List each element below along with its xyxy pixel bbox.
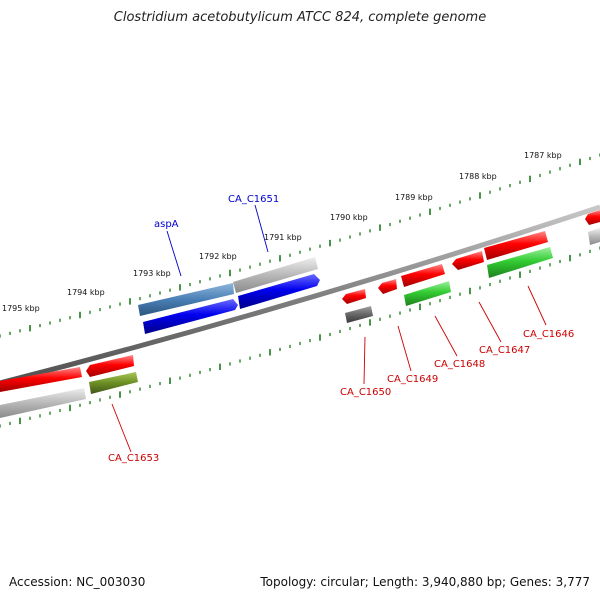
gene-CA_C1650[interactable] bbox=[345, 306, 373, 323]
gene-CA_C1650-upper[interactable] bbox=[342, 289, 366, 304]
ruler-label: 1794 kbp bbox=[67, 288, 105, 297]
gene-feature[interactable] bbox=[401, 264, 445, 287]
map-title: Clostridium acetobutylicum ATCC 824, com… bbox=[113, 10, 487, 25]
gene-feature[interactable] bbox=[0, 388, 86, 418]
gene-CA_C1651[interactable] bbox=[233, 257, 318, 293]
gene-feature[interactable] bbox=[0, 367, 82, 392]
gene-feature[interactable] bbox=[588, 228, 600, 245]
ruler-labels: 1795 kbp 1794 kbp 1793 kbp 1792 kbp 1791… bbox=[2, 151, 562, 313]
gene-label-aspA[interactable]: aspA bbox=[154, 219, 179, 230]
leader-line bbox=[434, 315, 458, 357]
ruler-label: 1793 kbp bbox=[133, 269, 171, 278]
ruler-label: 1792 kbp bbox=[199, 252, 237, 261]
ruler-label: 1788 kbp bbox=[459, 172, 497, 181]
leader-line bbox=[478, 301, 502, 343]
ruler-label: 1787 kbp bbox=[524, 151, 562, 160]
ruler-label: 1791 kbp bbox=[264, 233, 302, 242]
reverse-strand bbox=[0, 228, 600, 418]
gene-labels: aspA CA_C1651 CA_C1653 CA_C1650 CA_C1649… bbox=[108, 194, 574, 464]
gene-feature[interactable] bbox=[238, 274, 320, 309]
genome-backbone bbox=[0, 204, 600, 386]
ruler-label: 1789 kbp bbox=[395, 193, 433, 202]
leader-line bbox=[111, 403, 132, 453]
gene-feature[interactable] bbox=[86, 355, 134, 377]
leader-line bbox=[254, 204, 269, 253]
ruler-label: 1795 kbp bbox=[2, 304, 40, 313]
forward-strand bbox=[0, 210, 600, 392]
genome-summary-text: Topology: circular; Length: 3,940,880 bp… bbox=[260, 575, 590, 589]
leader-line bbox=[527, 285, 547, 326]
gene-CA_C1648[interactable] bbox=[404, 281, 451, 306]
gene-CA_C1653[interactable] bbox=[89, 372, 138, 394]
gene-aspA[interactable] bbox=[138, 283, 234, 316]
leader-line bbox=[166, 230, 182, 277]
label-leaders bbox=[111, 204, 547, 453]
gene-feature[interactable] bbox=[143, 299, 238, 334]
accession-text: Accession: NC_003030 bbox=[9, 575, 146, 589]
leader-line bbox=[397, 325, 412, 372]
gene-feature[interactable] bbox=[585, 210, 600, 225]
gene-label-CA_C1653[interactable]: CA_C1653 bbox=[108, 453, 159, 464]
gene-feature[interactable] bbox=[484, 231, 548, 260]
ruler-label: 1790 kbp bbox=[330, 213, 368, 222]
inner-ruler bbox=[0, 246, 600, 428]
leader-line bbox=[363, 336, 366, 385]
gene-label-CA_C1647[interactable]: CA_C1647 bbox=[479, 345, 530, 356]
gene-label-CA_C1651[interactable]: CA_C1651 bbox=[228, 194, 279, 205]
gene-feature[interactable] bbox=[452, 251, 484, 270]
gene-label-CA_C1648[interactable]: CA_C1648 bbox=[434, 359, 485, 370]
gene-label-CA_C1646[interactable]: CA_C1646 bbox=[523, 329, 574, 340]
outer-ruler bbox=[0, 153, 600, 338]
gene-CA_C1649-upper[interactable] bbox=[378, 279, 397, 294]
gene-CA_C1647[interactable] bbox=[487, 247, 553, 278]
gene-label-CA_C1649[interactable]: CA_C1649 bbox=[387, 374, 438, 385]
gene-label-CA_C1650[interactable]: CA_C1650 bbox=[340, 387, 391, 398]
